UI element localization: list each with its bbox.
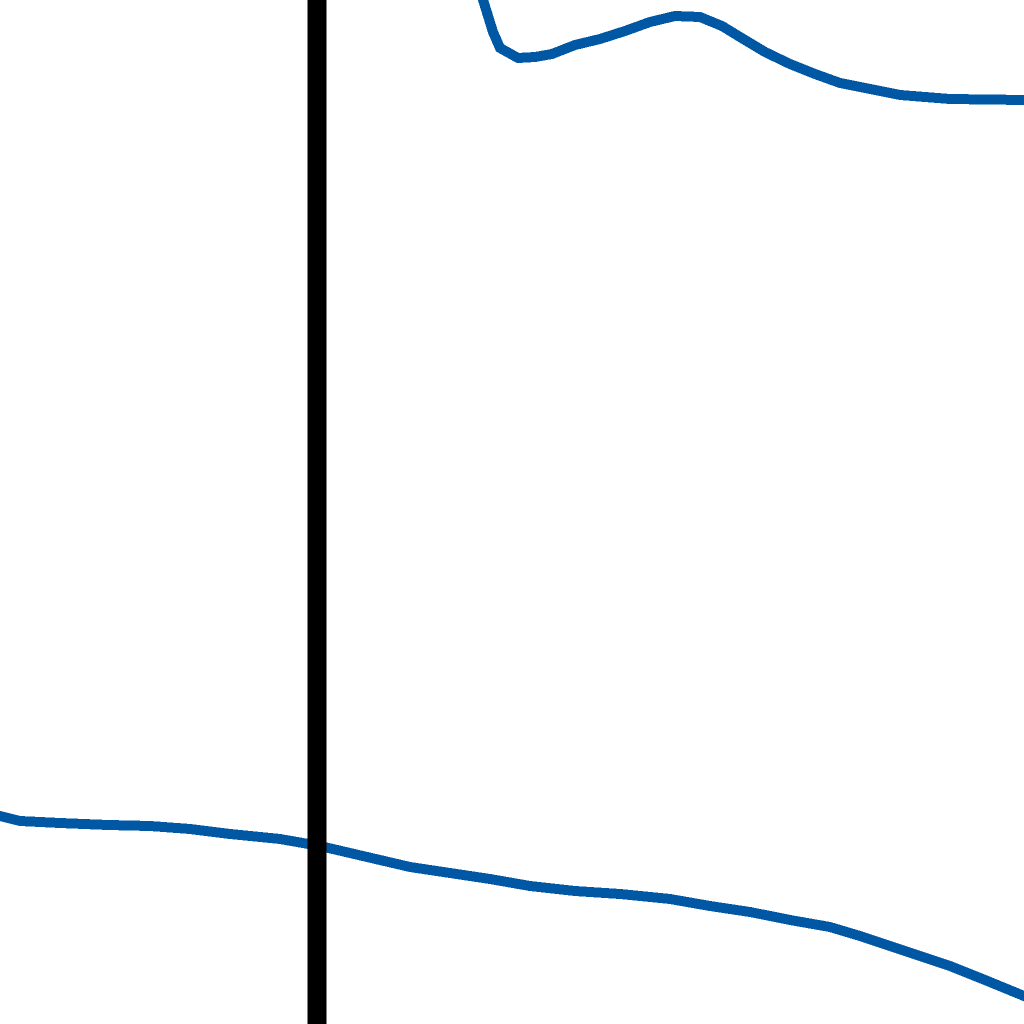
series-1-line — [477, 0, 1024, 106]
series-2 — [0, 810, 1024, 1002]
series-2-line — [0, 810, 1024, 1002]
series-1 — [477, 0, 1024, 106]
